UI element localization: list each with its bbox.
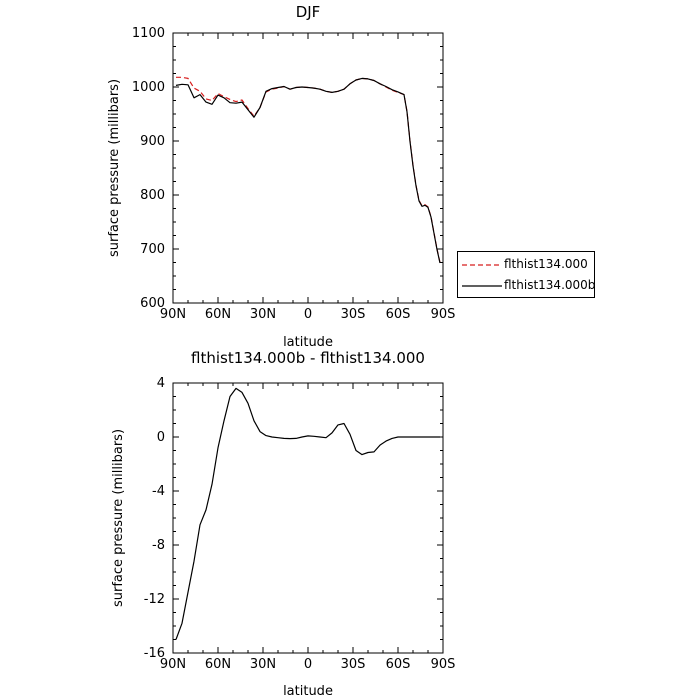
legend-swatch-solid-black: [462, 285, 502, 287]
top-x-axis-label: latitude: [283, 335, 333, 350]
top-y-tick-label: 1000: [132, 80, 165, 95]
bottom-x-tick-label: 90S: [431, 657, 456, 672]
top-y-tick-label: 700: [140, 242, 165, 257]
top-x-tick-label: 0: [304, 307, 312, 322]
bottom-y-tick-label: 4: [157, 376, 165, 391]
bottom-x-tick-label: 90N: [160, 657, 186, 672]
top-series-line-1: [176, 76, 441, 263]
top-y-tick-label: 1100: [132, 26, 165, 41]
top-series-line-2: [175, 77, 441, 264]
top-x-tick-label: 60N: [205, 307, 231, 322]
top-plot-frame: [172, 32, 444, 304]
bottom-x-tick-label: 0: [304, 657, 312, 672]
bottom-series-line-1: [175, 387, 440, 640]
top-x-tick-label: 30N: [250, 307, 276, 322]
top-x-tick-label: 60S: [386, 307, 411, 322]
bottom-axis-ticks: 90N 60N 30N 0 30S 60S 90S -16 -12 -8 -4 0 4: [144, 376, 456, 672]
bottom-y-tick-label: 0: [157, 430, 165, 445]
top-x-tick-label: 90N: [160, 307, 186, 322]
bottom-y-axis-label: surface pressure (millibars): [111, 429, 126, 607]
top-chart-title: DJF: [296, 3, 321, 21]
top-y-tick-label: 900: [140, 134, 165, 149]
top-y-tick-label: 600: [140, 296, 165, 311]
bottom-y-tick-label: -12: [144, 592, 165, 607]
bottom-x-axis-label: latitude: [283, 684, 333, 699]
bottom-y-tick-label: -8: [152, 538, 165, 553]
bottom-x-tick-label: 60S: [386, 657, 411, 672]
legend-label-series-1: flthist134.000: [504, 257, 588, 271]
top-x-tick-label: 90S: [431, 307, 456, 322]
top-panel: DJF 90N 60N 30N 0 30S 60S 90S 600 700 800 900 1000 1…: [107, 3, 455, 350]
bottom-series-lines: [175, 387, 440, 640]
legend-item-series-2: flthist134.000b: [458, 277, 596, 295]
bottom-x-tick-label: 60N: [205, 657, 231, 672]
top-y-tick-label: 800: [140, 188, 165, 203]
bottom-y-tick-label: -4: [152, 484, 165, 499]
top-y-axis-label: surface pressure (millibars): [107, 79, 122, 257]
top-axis-ticks: 90N 60N 30N 0 30S 60S 90S 600 700 800 900 1000 1100: [132, 26, 455, 322]
top-series-lines: [175, 76, 441, 264]
bottom-chart-title: flthist134.000b - flthist134.000: [191, 349, 425, 367]
legend-label-series-2: flthist134.000b: [504, 278, 596, 292]
top-x-tick-label: 30S: [341, 307, 366, 322]
bottom-y-tick-label: -16: [144, 646, 165, 661]
bottom-panel: flthist134.000b - flthist134.000 90N 60N 3…: [111, 349, 455, 699]
bottom-x-tick-label: 30N: [250, 657, 276, 672]
bottom-x-tick-label: 30S: [341, 657, 366, 672]
top-legend: flthist134.000 flthist134.000b: [457, 251, 595, 298]
legend-swatch-dashed-red: [462, 264, 502, 266]
legend-item-series-1: flthist134.000: [458, 256, 594, 274]
bottom-plot-frame: [172, 382, 444, 654]
